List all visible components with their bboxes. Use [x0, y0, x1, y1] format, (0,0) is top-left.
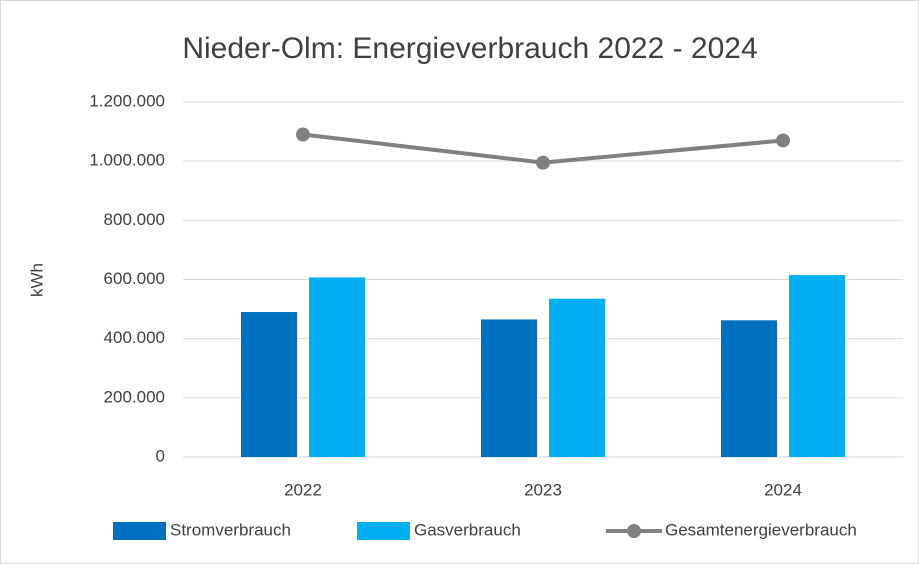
line-marker — [776, 133, 790, 148]
y-tick-label: 400.000 — [104, 328, 165, 347]
legend-label: Gesamtenergieverbrauch — [665, 520, 857, 539]
legend-swatch — [113, 522, 166, 540]
legend-label: Gasverbrauch — [414, 520, 521, 539]
y-tick-label: 1.200.000 — [89, 91, 165, 110]
bar — [721, 320, 777, 457]
bar — [241, 312, 297, 457]
y-tick-label: 600.000 — [104, 269, 165, 288]
bar — [309, 277, 365, 457]
y-tick-label: 800.000 — [104, 210, 165, 229]
x-tick-label: 2023 — [524, 480, 562, 499]
line-marker — [296, 127, 310, 142]
x-tick-label: 2024 — [764, 480, 802, 499]
y-tick-label: 0 — [156, 446, 165, 465]
y-tick-label: 200.000 — [104, 387, 165, 406]
bar — [789, 275, 845, 457]
x-tick-label: 2022 — [284, 480, 322, 499]
legend-swatch-marker — [627, 524, 641, 538]
line-marker — [536, 155, 550, 170]
chart-title: Nieder-Olm: Energieverbrauch 2022 - 2024 — [182, 32, 757, 65]
y-tick-label: 1.000.000 — [89, 151, 165, 170]
bar — [481, 319, 537, 457]
y-axis-label: kWh — [27, 263, 46, 297]
legend-label: Stromverbrauch — [170, 520, 291, 539]
legend-swatch — [357, 522, 410, 540]
bar — [549, 298, 605, 457]
